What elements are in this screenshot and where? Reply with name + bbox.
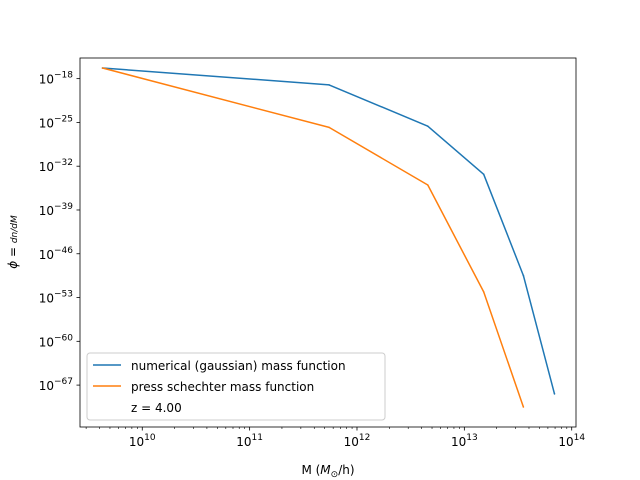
axes-frame (79, 57, 577, 428)
series-0-point-2 (427, 125, 429, 127)
series-1-point-2 (427, 184, 429, 186)
y-tick-label: 10−25 (39, 114, 73, 130)
plot-area (79, 57, 577, 428)
series-0-point-3 (482, 173, 485, 176)
x-tick-label: 1012 (344, 433, 371, 449)
series-0-point-4 (522, 274, 525, 277)
legend-label-numerical: numerical (gaussian) mass function (131, 359, 346, 373)
series-line-0 (102, 67, 556, 395)
x-axis-ticks: 1010 1011 1012 1013 1014 (85, 427, 585, 449)
series-1-point-4 (522, 406, 525, 408)
series-1-point-1 (328, 126, 330, 129)
series-0-point-1 (328, 84, 330, 86)
y-tick-label: 10−32 (39, 158, 73, 174)
legend-label-press-schechter: press schechter mass function (131, 380, 314, 394)
x-tick-label: 1010 (129, 433, 156, 449)
legend-annotation-redshift: z = 4.00 (131, 401, 182, 415)
y-axis-label: ϕ = dn/dM (6, 215, 20, 269)
y-axis-ticks: 10−18 10−25 10−32 10−39 10−46 10−53 10−60 10−67 (39, 71, 80, 393)
y-tick-label: 10−39 (39, 202, 74, 218)
x-tick-label: 1014 (558, 433, 585, 449)
series-layer (101, 67, 556, 408)
legend: numerical (gaussian) mass function press… (86, 352, 386, 421)
x-tick-label: 1011 (236, 433, 263, 449)
x-tick-label: 1013 (451, 433, 478, 449)
series-0-point-5 (553, 393, 556, 395)
y-tick-label: 10−60 (39, 333, 74, 349)
series-1-point-0 (101, 67, 104, 69)
legend-box (86, 352, 386, 421)
y-tick-label: 10−53 (39, 290, 73, 306)
y-tick-label: 10−46 (39, 246, 74, 262)
y-tick-label: 10−67 (39, 377, 73, 393)
y-tick-label: 10−18 (39, 71, 74, 87)
series-1-point-3 (482, 291, 485, 293)
x-axis-label: M (M⊙/h) (301, 463, 354, 480)
